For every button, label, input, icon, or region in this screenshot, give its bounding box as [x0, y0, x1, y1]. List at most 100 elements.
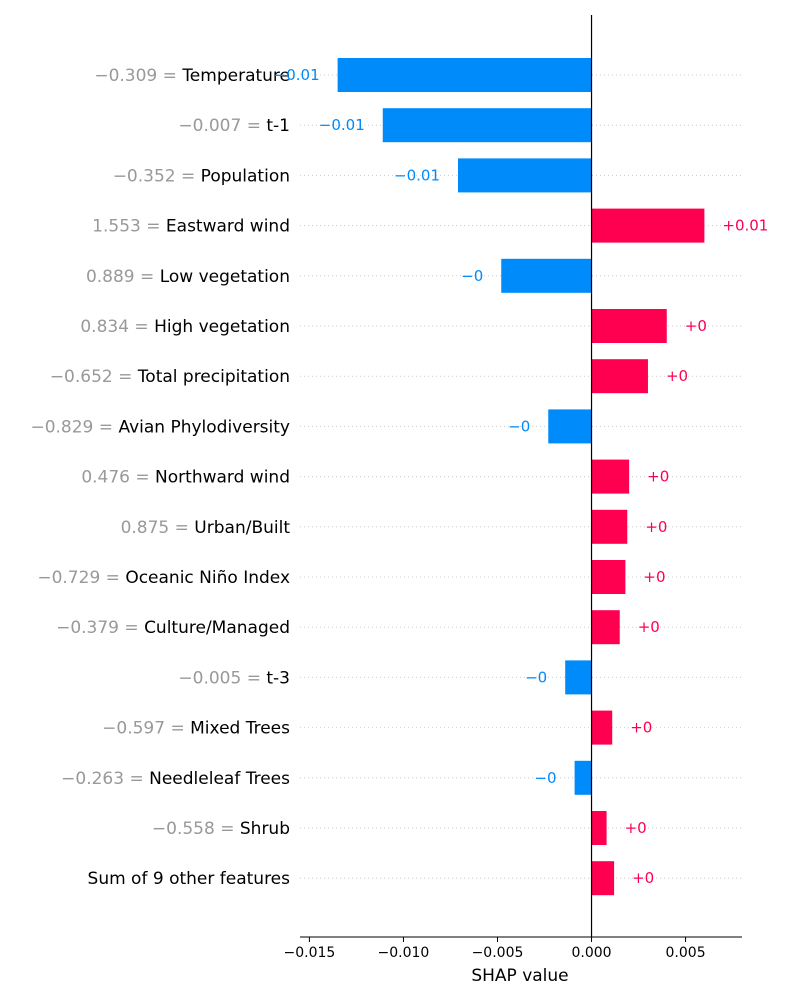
feature-label: −0.352 = Population	[113, 166, 290, 186]
shap-bar	[591, 459, 630, 494]
shap-bar	[565, 660, 592, 695]
shap-value-label: −0	[508, 417, 530, 435]
feature-value: −0.652	[50, 367, 113, 387]
shap-value-label: +0	[666, 367, 688, 385]
feature-name: Eastward wind	[166, 217, 290, 237]
x-tick-label: −0.015	[283, 945, 335, 961]
feature-label: 0.476 = Northward wind	[81, 468, 290, 488]
feature-label: −0.829 = Avian Phylodiversity	[30, 417, 290, 437]
equals-sign: =	[241, 116, 266, 136]
feature-name: Northward wind	[155, 468, 290, 488]
x-axis-title: SHAP value	[471, 966, 568, 986]
grid-layer	[300, 74, 742, 879]
feature-value: 1.553	[92, 217, 141, 237]
feature-name: t-3	[266, 668, 290, 688]
axis-layer: SHAP value −0.015 −0.010 −0.005 0.000 0.005	[283, 15, 742, 986]
feature-value: 0.875	[121, 518, 170, 538]
feature-label: −0.558 = Shrub	[152, 819, 290, 839]
feature-label: 1.553 = Eastward wind	[92, 217, 290, 237]
shap-bar	[591, 811, 607, 845]
feature-name: Culture/Managed	[144, 618, 290, 638]
shap-value-label: +0	[625, 819, 647, 837]
feature-name: Mixed Trees	[190, 719, 290, 739]
shap-bar	[382, 108, 592, 143]
shap-value-label: −0.01	[274, 66, 320, 84]
x-tick-label: −0.005	[472, 945, 524, 961]
feature-label: −0.729 = Oceanic Niño Index	[37, 568, 290, 588]
label-layer: −0.309 = Temperature−0.01−0.007 = t-1 −0.…	[30, 66, 768, 889]
feature-name: Needleleaf Trees	[149, 769, 290, 789]
equals-sign: =	[119, 618, 144, 638]
equals-sign: =	[124, 769, 149, 789]
feature-label: −0.005 = t-3	[178, 668, 290, 688]
shap-value-label: +0	[630, 719, 652, 737]
equals-sign: =	[129, 317, 154, 337]
x-tick-label: −0.010	[378, 945, 430, 961]
equals-sign: =	[130, 468, 155, 488]
equals-sign: =	[176, 166, 201, 186]
feature-value: −0.597	[102, 719, 165, 739]
shap-bar	[591, 560, 626, 594]
shap-bar	[501, 258, 592, 293]
shap-value-label: −0.01	[319, 116, 365, 134]
feature-name: Low vegetation	[160, 267, 290, 287]
feature-name: Total precipitation	[137, 367, 290, 387]
feature-label: 0.889 = Low vegetation	[86, 267, 290, 287]
feature-value: −0.005	[178, 668, 241, 688]
equals-sign: =	[93, 417, 118, 437]
shap-value-label: +0	[643, 568, 665, 586]
shap-value-label: −0	[461, 267, 483, 285]
shap-bar	[591, 359, 648, 394]
shap-bar	[548, 409, 592, 444]
feature-value: −0.309	[94, 66, 157, 86]
x-tick-label: 0.005	[666, 945, 706, 961]
shap-bar	[457, 158, 592, 193]
shap-value-label: +0	[647, 468, 669, 486]
feature-value: −0.829	[30, 417, 93, 437]
feature-value: −0.007	[178, 116, 241, 136]
x-tick-label: 0.000	[571, 945, 611, 961]
feature-label: −0.379 = Culture/Managed	[56, 618, 290, 638]
shap-bar	[574, 760, 592, 795]
feature-value: 0.834	[80, 317, 129, 337]
feature-label: 0.875 = Urban/Built	[121, 518, 291, 538]
feature-value: −0.729	[37, 568, 100, 588]
equals-sign: =	[241, 668, 266, 688]
equals-sign: =	[215, 819, 240, 839]
feature-label: −0.263 = Needleleaf Trees	[61, 769, 290, 789]
equals-sign: =	[113, 367, 138, 387]
feature-label: −0.652 = Total precipitation	[50, 367, 290, 387]
shap-value-label: −0.01	[394, 166, 440, 184]
feature-name: Temperature	[181, 66, 290, 86]
feature-name: High vegetation	[154, 317, 290, 337]
feature-value: −0.352	[113, 166, 176, 186]
feature-label: −0.309 = Temperature	[94, 66, 290, 86]
feature-name: Urban/Built	[194, 518, 290, 538]
feature-value: −0.379	[56, 618, 119, 638]
shap-bar	[591, 509, 628, 544]
feature-label: Sum of 9 other features	[88, 869, 291, 889]
shap-bar	[337, 58, 592, 92]
equals-sign: =	[165, 719, 190, 739]
equals-sign: =	[157, 66, 182, 86]
feature-name: Sum of 9 other features	[88, 869, 291, 889]
feature-name: Oceanic Niño Index	[125, 568, 290, 588]
feature-name: t-1	[266, 116, 290, 136]
feature-label: −0.007 = t-1	[178, 116, 290, 136]
shap-bar	[591, 861, 615, 896]
feature-value: −0.263	[61, 769, 124, 789]
shap-value-label: −0	[534, 769, 556, 787]
shap-value-label: −0	[525, 668, 547, 686]
shap-value-label: +0	[632, 869, 654, 887]
feature-name: Avian Phylodiversity	[118, 417, 290, 437]
feature-name: Population	[201, 166, 290, 186]
feature-label: −0.597 = Mixed Trees	[102, 719, 290, 739]
shap-value-label: +0.01	[722, 217, 768, 235]
shap-bar	[591, 710, 613, 745]
bar-layer	[337, 58, 705, 896]
feature-value: 0.889	[86, 267, 135, 287]
shap-value-label: +0	[685, 317, 707, 335]
shap-value-label: +0	[638, 618, 660, 636]
